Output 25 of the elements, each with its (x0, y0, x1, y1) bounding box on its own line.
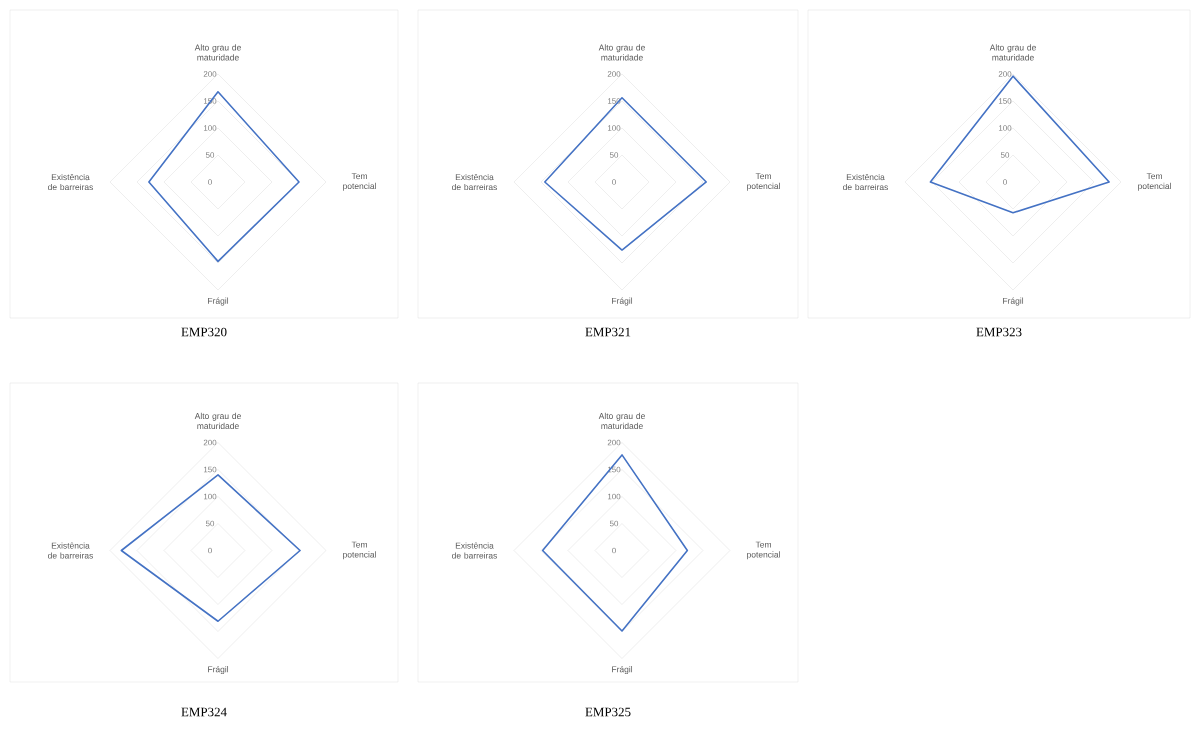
spoke-label: Existência de barreiras (48, 173, 93, 191)
spoke-label: Tem potencial (343, 173, 376, 191)
spoke-label: Alto grau de maturidade (194, 44, 241, 61)
spoke-label: Tem potencial (747, 541, 780, 560)
spoke-label: Frágil (208, 666, 229, 675)
spoke-label: Existência de barreiras (48, 542, 93, 559)
spoke-label: Alto grau de maturidade (598, 412, 645, 429)
spoke-label: Existência de barreiras (843, 173, 888, 191)
text: EMP324 (181, 707, 227, 717)
spoke-label: Alto grau de maturidade (598, 44, 645, 61)
spoke-label: Tem potencial (747, 173, 780, 191)
spoke-label: Alto grau de maturidade (194, 412, 241, 429)
text: EMP325 (585, 707, 631, 717)
spoke-label: Frágil (1003, 297, 1024, 306)
text: EMP323 (976, 327, 1022, 337)
spoke-label: Alto grau de maturidade (989, 44, 1036, 61)
spoke-label: Existência de barreiras (452, 542, 497, 559)
spoke-label: Frágil (208, 297, 229, 306)
spoke-label: Tem potencial (343, 541, 376, 560)
spoke-label: Tem potencial (1138, 173, 1171, 191)
text: EMP320 (181, 327, 227, 337)
spoke-label: Frágil (612, 666, 633, 675)
text: EMP321 (585, 327, 631, 337)
spoke-label: Existência de barreiras (452, 173, 497, 191)
spoke-label: Frágil (612, 297, 633, 306)
